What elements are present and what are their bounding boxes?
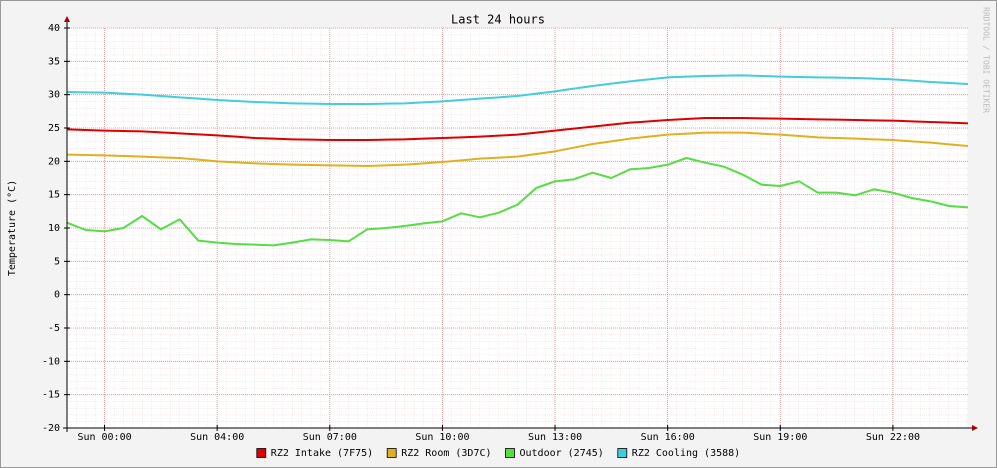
legend-label: RZ2 Room (3D7C) (401, 448, 491, 459)
x-tick-label: Sun 04:00 (190, 432, 244, 443)
legend-item: RZ2 Cooling (3588) (617, 448, 740, 459)
x-tick-label: Sun 22:00 (866, 432, 920, 443)
watermark: RRDTOOL / TOBI OETIKER (982, 7, 991, 113)
y-tick-label: 25 (48, 123, 60, 134)
y-tick-label: 40 (48, 23, 60, 34)
legend-label: Outdoor (2745) (520, 448, 604, 459)
x-arrow (972, 425, 978, 431)
legend-item: RZ2 Room (3D7C) (386, 448, 492, 459)
x-tick-label: Sun 10:00 (415, 432, 469, 443)
x-tick-label: Sun 16:00 (641, 432, 695, 443)
y-tick-label: 10 (48, 223, 60, 234)
y-tick-label: -10 (42, 356, 60, 367)
chart-title: Last 24 hours (451, 13, 545, 27)
legend-item: Outdoor (2745) (505, 448, 604, 459)
y-tick-label: 30 (48, 90, 60, 101)
legend-label: RZ2 Intake (7F75) (271, 448, 373, 459)
x-tick-label: Sun 00:00 (77, 432, 131, 443)
x-tick-label: Sun 07:00 (303, 432, 357, 443)
y-tick-label: -15 (42, 390, 60, 401)
y-axis-label: Temperature (°C) (7, 180, 18, 276)
y-tick-label: 5 (54, 256, 60, 267)
legend-swatch (505, 448, 515, 458)
y-tick-label: 15 (48, 190, 60, 201)
series-line (66, 131, 969, 167)
x-tick-label: Sun 19:00 (753, 432, 807, 443)
y-tick-label: 20 (48, 156, 60, 167)
series-line (66, 117, 969, 141)
series-line (66, 74, 969, 105)
legend-swatch (386, 448, 397, 458)
legend-label: RZ2 Cooling (3588) (632, 448, 740, 459)
legend-swatch (256, 448, 267, 458)
legend-item: RZ2 Intake (7F75) (256, 448, 373, 459)
y-tick-label: -5 (48, 323, 60, 334)
y-tick-label: 35 (48, 56, 60, 67)
y-tick-label: 0 (54, 290, 60, 301)
x-tick-label: Sun 13:00 (528, 432, 582, 443)
y-tick-label: -20 (42, 423, 60, 434)
lines (66, 74, 969, 247)
y-arrow (64, 16, 70, 22)
legend: RZ2 Intake (7F75) RZ2 Room (3D7C) Outdoor … (256, 448, 740, 459)
series-line (66, 157, 969, 247)
axes: -20 -15 -10 -5 0 5 10 15 20 25 30 35 40 Sun 00:00 Sun … (42, 16, 978, 443)
legend-swatch (617, 448, 628, 458)
